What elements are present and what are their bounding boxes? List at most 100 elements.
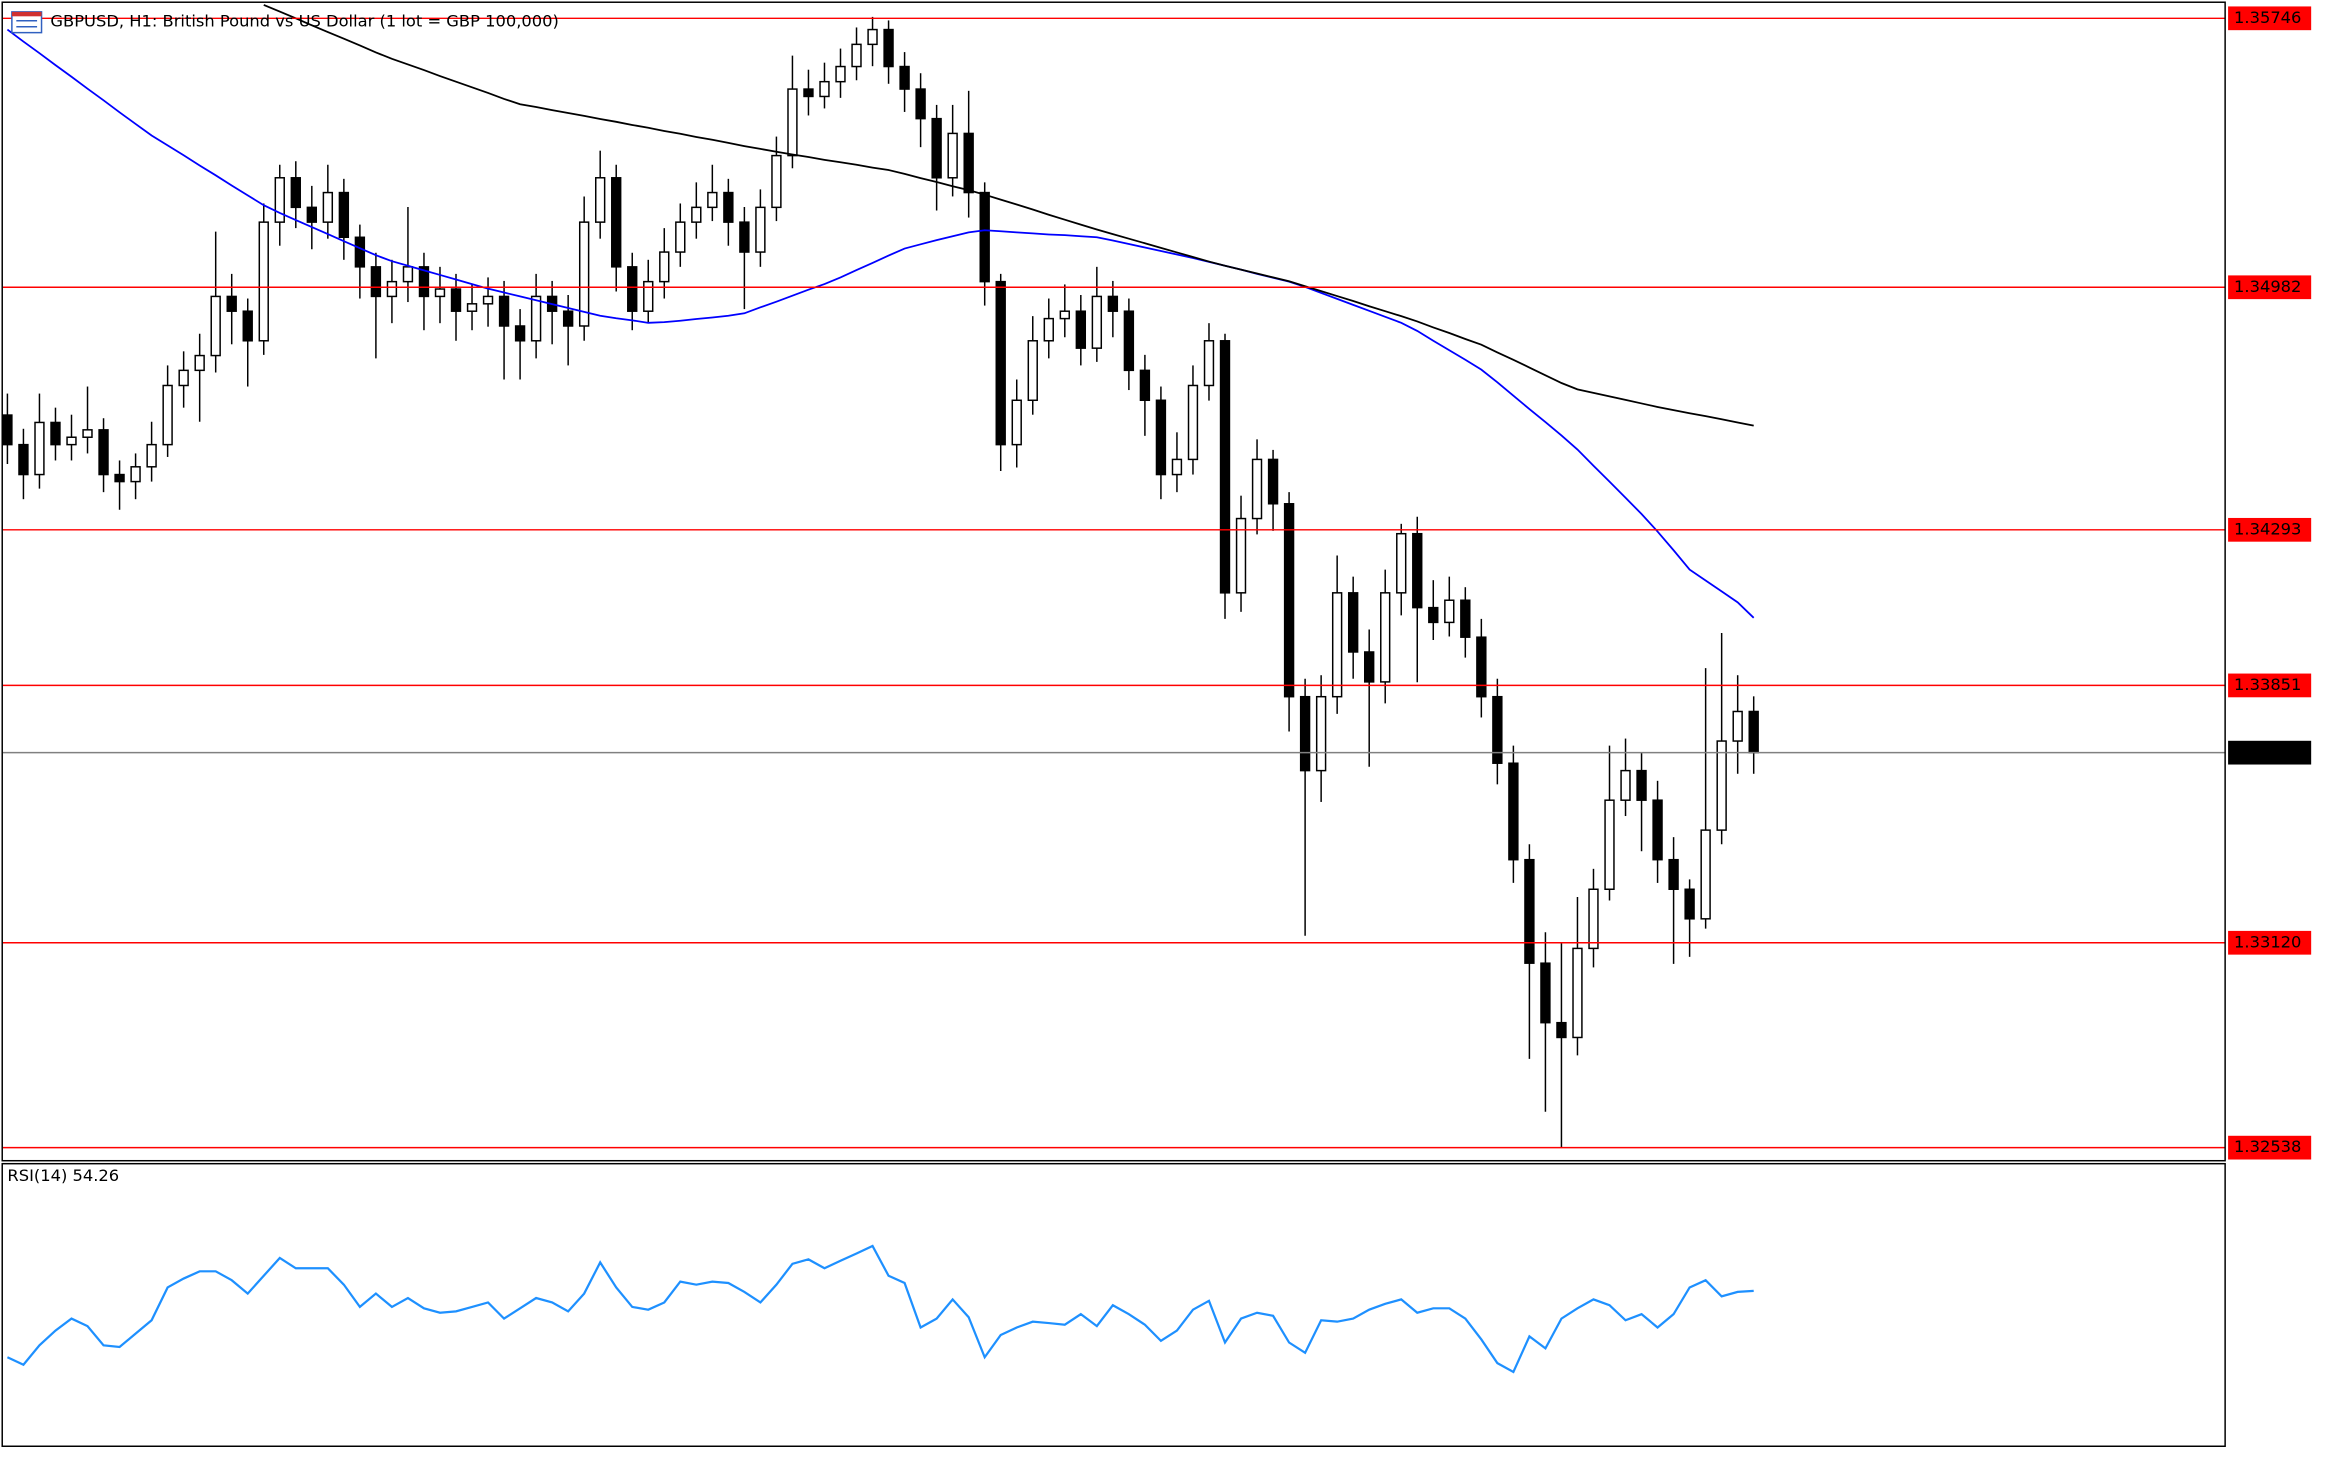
candle-body (1123, 310, 1135, 372)
candle-body (803, 88, 814, 98)
candle-body (1011, 399, 1022, 446)
candle-body (1476, 636, 1487, 698)
level-label: 1.35746 (2234, 8, 2301, 27)
candle-body (1235, 517, 1247, 594)
candle-body (867, 28, 878, 46)
level-label: 1.32538 (2234, 1137, 2301, 1156)
candle-body (835, 65, 846, 83)
candle-body (34, 421, 45, 476)
candle-body (50, 421, 61, 446)
candle-body (1059, 310, 1070, 320)
candle-body (66, 436, 77, 446)
candle-body (1203, 340, 1215, 387)
candle-body (1219, 340, 1231, 594)
candle-body (1251, 458, 1263, 520)
moving-average-line (263, 4, 1754, 427)
candle-body (1636, 769, 1647, 801)
candle-body (995, 280, 1006, 446)
candle-body (1347, 592, 1359, 653)
candle-body (514, 325, 526, 342)
candle-body (210, 295, 221, 357)
candle-body (290, 177, 301, 209)
candle-body (1668, 858, 1679, 890)
candle-body (1428, 606, 1439, 624)
candle-body (1027, 340, 1038, 402)
candle-body (594, 177, 606, 223)
candle-body (450, 288, 462, 312)
candle-body (1524, 858, 1535, 964)
candle-body (707, 191, 718, 209)
candle-body (1556, 1021, 1567, 1039)
candle-body (915, 88, 926, 120)
rsi-pane-frame (1, 1162, 2226, 1447)
candle-body (1604, 799, 1615, 890)
candle-body (274, 177, 285, 223)
candle-body (787, 88, 798, 157)
level-label: 1.33851 (2234, 675, 2301, 694)
candle-body (242, 310, 253, 342)
candle-body (178, 369, 189, 387)
candle-body (1155, 399, 1167, 476)
candle-body (434, 288, 446, 298)
candle-body (1716, 740, 1727, 831)
overlay-layer: 1.35746 1.34982 1.34293 1.33851 1.33120 1.325… (2, 6, 2312, 1160)
candle-body (418, 266, 430, 298)
candle-body (1331, 592, 1343, 698)
candle-body (82, 429, 93, 438)
current-price-box (2228, 740, 2312, 765)
candle-body (1492, 695, 1503, 764)
level-label-box (2228, 1135, 2312, 1160)
candle-body (338, 191, 350, 239)
level-label: 1.33120 (2234, 932, 2301, 951)
candle-body (2, 414, 13, 446)
current-price-label: 1.33660 (2234, 742, 2301, 761)
candle-body (1732, 710, 1743, 742)
candle-body (498, 295, 510, 327)
candle-body (1748, 710, 1759, 754)
candle-body (130, 466, 141, 483)
candle-body (482, 295, 494, 305)
candle-body (723, 191, 734, 223)
symbol-icon (11, 11, 43, 34)
candle-body (370, 266, 382, 298)
candle-body (146, 443, 157, 468)
candle-body (1107, 295, 1119, 312)
level-label-box (2228, 930, 2312, 955)
candle-body (1171, 458, 1183, 476)
candle-body (562, 310, 574, 327)
mark-layer (2, 4, 1759, 1374)
candle-body (578, 221, 590, 327)
candle-body (1091, 295, 1103, 349)
level-label-box (2228, 6, 2312, 31)
moving-average-line (6, 28, 1755, 619)
candle-body (1267, 458, 1279, 505)
chart-title: GBPUSD, H1: British Pound vs US Dollar (… (50, 12, 558, 31)
icon-bar (11, 11, 42, 17)
candle-body (162, 384, 173, 446)
candle-body (1299, 695, 1311, 772)
candle-body (530, 295, 542, 342)
candle-body (1652, 799, 1663, 861)
candle-body (931, 117, 942, 179)
candle-body (1412, 532, 1423, 609)
candle-body (1380, 592, 1391, 683)
candle-body (1588, 888, 1599, 950)
candle-body (1139, 369, 1151, 402)
candle-body (1700, 829, 1711, 920)
candle-body (1396, 532, 1407, 594)
rsi-title: RSI(14) 54.26 (7, 1166, 119, 1185)
candle-body (1508, 762, 1519, 861)
candle-body (194, 354, 205, 372)
candle-body (979, 191, 990, 283)
candle-body (386, 280, 398, 298)
candle-body (947, 132, 958, 179)
candle-body (1444, 599, 1455, 624)
candle-body (1620, 769, 1631, 801)
candle-body (226, 295, 237, 312)
candle-body (611, 177, 622, 268)
rsi-line (6, 1244, 1754, 1374)
candle-body (739, 221, 750, 253)
candle-body (1540, 962, 1551, 1024)
candle-body (306, 206, 318, 223)
